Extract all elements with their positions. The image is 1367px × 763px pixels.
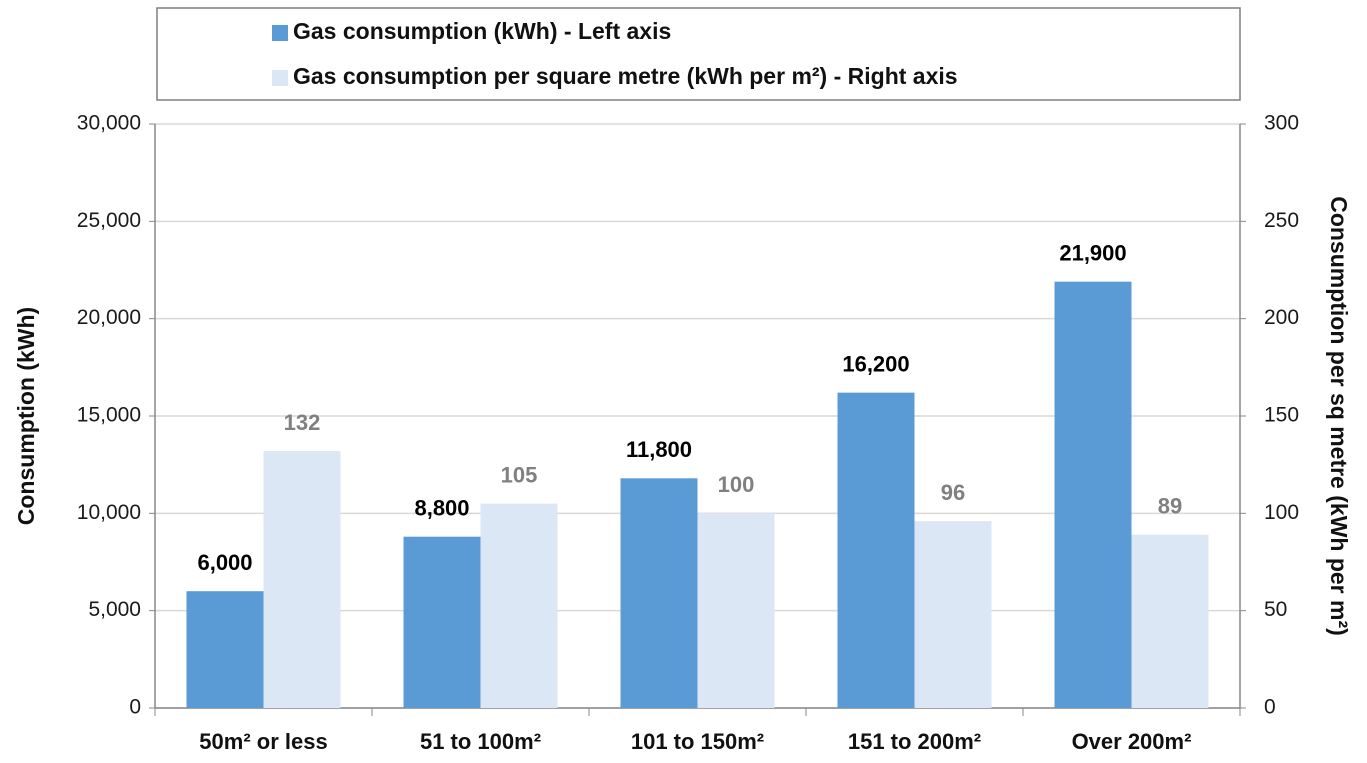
bar: [186, 591, 264, 708]
bar: [914, 521, 992, 708]
legend-box: [156, 7, 1241, 101]
x-tick-label: 50m² or less: [199, 729, 327, 754]
bar: [263, 451, 341, 708]
bar: [620, 478, 698, 708]
y2-tick-label: 150: [1264, 404, 1299, 427]
value-label: 89: [1158, 494, 1182, 519]
y-axis-title: Consumption (kWh): [13, 307, 39, 525]
legend-swatch: [272, 25, 288, 41]
value-label: 16,200: [842, 351, 909, 376]
y2-tick-label: 250: [1264, 209, 1299, 232]
legend-label: Gas consumption per square metre (kWh pe…: [293, 63, 958, 89]
bar: [837, 392, 915, 708]
y2-axis-title: Consumption per sq metre (kWh per m²): [1326, 196, 1352, 636]
value-label: 105: [501, 462, 538, 487]
y2-tick-label: 200: [1264, 306, 1299, 329]
y-tick-label: 0: [129, 696, 141, 719]
x-tick-label: Over 200m²: [1072, 729, 1192, 754]
value-label: 8,800: [414, 496, 469, 521]
y-tick-label: 25,000: [77, 209, 141, 232]
bar: [1054, 281, 1132, 708]
value-label: 6,000: [197, 550, 252, 575]
bar: [403, 536, 481, 708]
x-tick-label: 101 to 150m²: [631, 729, 764, 754]
value-label: 100: [718, 472, 755, 497]
value-label: 11,800: [626, 437, 692, 462]
y-tick-label: 15,000: [77, 404, 141, 427]
y-tick-label: 5,000: [88, 598, 141, 621]
y2-tick-label: 300: [1264, 112, 1299, 135]
bar: [1131, 534, 1209, 708]
y-tick-label: 20,000: [77, 306, 141, 329]
value-label: 96: [941, 480, 965, 505]
y2-tick-label: 100: [1264, 501, 1299, 524]
y2-tick-label: 50: [1264, 598, 1287, 621]
x-tick-label: 51 to 100m²: [420, 729, 541, 754]
legend-label: Gas consumption (kWh) - Left axis: [293, 18, 671, 44]
y2-tick-label: 0: [1264, 696, 1276, 719]
value-label: 21,900: [1059, 240, 1126, 265]
x-tick-label: 151 to 200m²: [848, 729, 981, 754]
bar: [697, 513, 775, 708]
legend-swatch: [272, 70, 288, 86]
y-tick-label: 10,000: [77, 501, 141, 524]
y-tick-label: 30,000: [77, 112, 141, 135]
value-label: 132: [284, 410, 321, 435]
bar: [480, 503, 558, 708]
